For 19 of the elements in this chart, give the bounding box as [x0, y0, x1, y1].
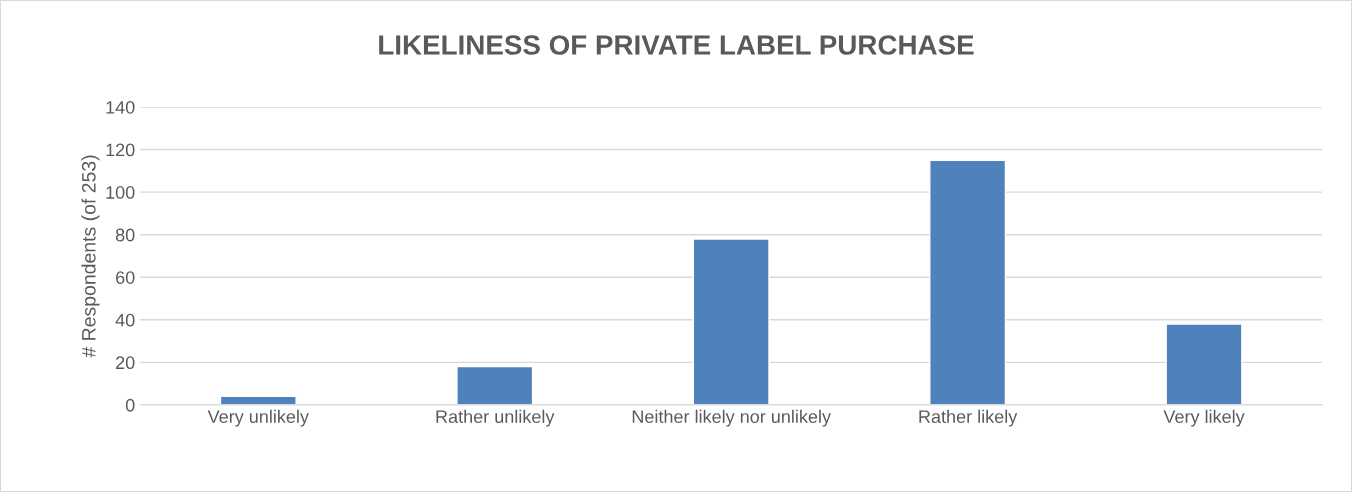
y-tick-label: 60	[116, 271, 135, 284]
y-tick-label: 20	[116, 356, 135, 370]
bar	[1165, 323, 1243, 405]
bar	[456, 365, 534, 405]
chart-title: LIKELINESS OF PRIVATE LABEL PURCHASE	[379, 35, 974, 55]
x-tick-label: Very likely	[1163, 409, 1245, 427]
y-tick-label: 140	[106, 100, 135, 114]
y-tick-label: 40	[115, 313, 135, 327]
y-tick-label: 0	[125, 398, 135, 412]
y-axis-title: # Respondents (of 253)	[81, 155, 100, 358]
y-tick-label: 120	[106, 143, 135, 157]
y-tick-label: 100	[106, 186, 135, 199]
x-tick-label: Rather likely	[919, 409, 1018, 427]
x-tick-label: Neither likely nor unlikely	[632, 409, 831, 427]
x-tick-label: Rather unlikely	[436, 409, 555, 427]
bar	[929, 159, 1007, 405]
y-tick-label: 80	[115, 228, 135, 242]
bar	[692, 238, 770, 405]
x-tick-label: Very unlikely	[207, 409, 309, 427]
